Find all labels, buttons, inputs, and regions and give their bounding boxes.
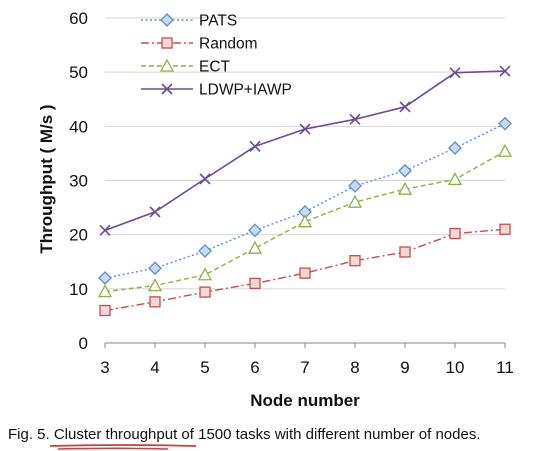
legend-marker	[159, 58, 175, 72]
data-point-marker	[149, 296, 161, 308]
data-point-marker	[148, 261, 162, 276]
series-random	[99, 223, 511, 317]
x-tick-label: 11	[496, 358, 514, 377]
grid-lines	[105, 17, 505, 290]
legend-label: ECT	[199, 59, 231, 76]
data-point-marker	[199, 286, 211, 298]
legend-marker	[161, 83, 173, 95]
data-point-marker	[249, 140, 261, 152]
data-point-marker	[97, 284, 113, 298]
data-point-marker	[297, 214, 313, 228]
legend-entry: LDWP+IAWP	[141, 82, 292, 99]
data-point-marker	[147, 278, 163, 292]
data-point-marker	[248, 223, 262, 238]
series-ect	[97, 143, 513, 298]
series-ldwp-iawp	[99, 65, 511, 236]
series-line	[104, 122, 506, 279]
y-tick-label: 60	[69, 9, 88, 28]
data-point-marker	[447, 172, 463, 186]
x-tick-label: 8	[350, 358, 359, 377]
data-point-marker	[299, 267, 311, 279]
legend-marker	[160, 13, 174, 27]
y-tick-label: 0	[79, 334, 88, 353]
data-point-marker	[497, 143, 513, 157]
data-point-marker	[149, 206, 161, 218]
legend-entry: Random	[141, 36, 258, 53]
axes: 0 10 20 30 40 50 60 3 4 5 6 7 8 9 10 11	[69, 9, 514, 377]
legend: PATS Random ECT LDWP+IAWP	[141, 13, 292, 99]
data-point-marker	[449, 227, 461, 240]
legend-entry: ECT	[141, 59, 231, 76]
data-point-marker	[349, 255, 361, 267]
legend-marker	[161, 37, 173, 49]
series-lines	[97, 65, 513, 317]
data-point-marker	[99, 304, 111, 317]
data-point-marker	[247, 240, 263, 254]
figure-caption: Fig. 5. Cluster throughput of 1500 tasks…	[8, 426, 481, 443]
data-point-marker	[199, 173, 211, 185]
y-tick-label: 10	[69, 280, 88, 299]
data-point-marker	[99, 224, 111, 236]
data-point-marker	[499, 223, 511, 235]
series-pats	[98, 116, 512, 285]
data-point-marker	[348, 178, 362, 193]
data-point-marker	[399, 246, 411, 258]
x-tick-label: 10	[446, 358, 465, 377]
data-point-marker	[449, 67, 461, 79]
legend-label: Random	[199, 36, 258, 53]
data-point-marker	[98, 271, 112, 285]
data-point-marker	[198, 243, 212, 258]
data-point-marker	[448, 141, 462, 155]
data-point-marker	[399, 101, 411, 113]
data-point-marker	[299, 123, 311, 135]
x-tick-label: 7	[300, 358, 309, 377]
data-point-marker	[347, 194, 363, 208]
y-tick-label: 20	[69, 226, 88, 245]
data-point-marker	[197, 267, 213, 281]
data-point-marker	[249, 277, 261, 290]
y-tick-label: 40	[69, 117, 88, 136]
data-point-marker	[397, 181, 413, 195]
x-tick-label: 6	[250, 358, 259, 377]
data-point-marker	[499, 65, 511, 77]
x-tick-label: 9	[400, 358, 409, 377]
legend-label: LDWP+IAWP	[199, 82, 292, 99]
x-axis-title: Node number	[250, 391, 360, 410]
y-tick-label: 30	[69, 172, 88, 191]
x-tick-label: 4	[150, 358, 159, 377]
y-axis-title: Throughput ( M/s )	[37, 104, 56, 253]
data-point-marker	[349, 113, 361, 125]
series-line	[104, 150, 506, 293]
x-tick-label: 3	[100, 358, 109, 377]
legend-label: PATS	[199, 13, 237, 30]
legend-entry: PATS	[141, 13, 237, 30]
data-point-marker	[498, 116, 512, 131]
x-tick-label: 5	[200, 358, 209, 377]
data-point-marker	[398, 163, 412, 178]
y-tick-label: 50	[69, 63, 88, 82]
